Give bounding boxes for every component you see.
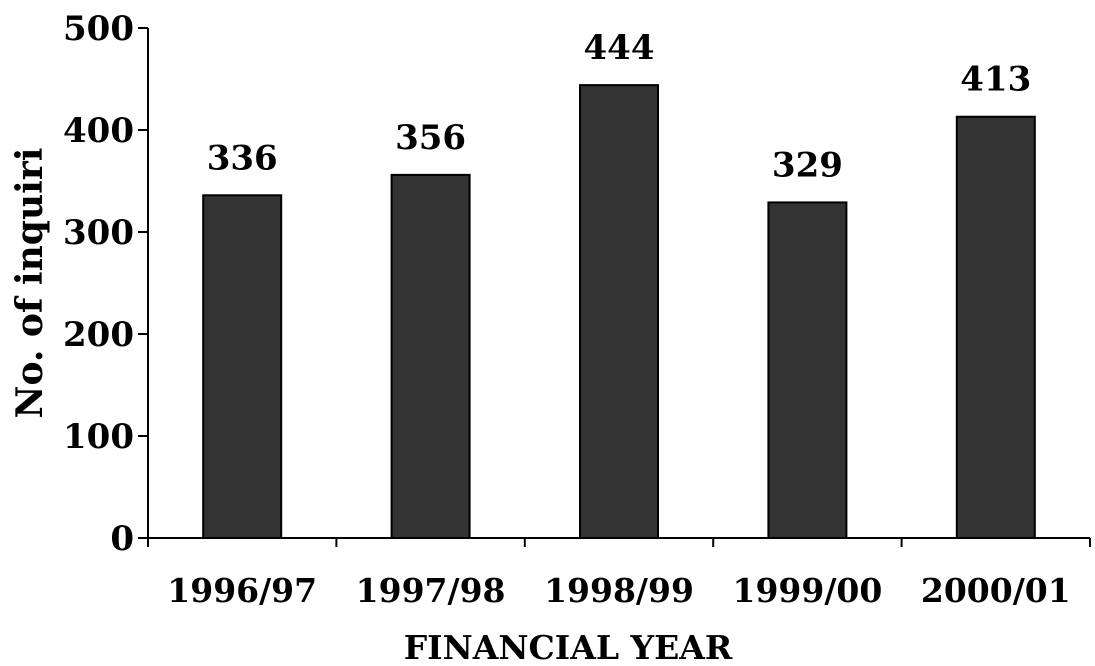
y-tick-label: 500 [63,9,134,49]
data-labels: 336 356 444 329 413 [207,28,1032,185]
data-label: 444 [584,28,655,68]
x-tick-label: 1999/00 [732,571,882,610]
bar [579,84,659,540]
x-tick-labels: 1996/97 1997/98 1998/99 1999/00 2000/01 [167,571,1070,610]
data-label: 329 [772,145,843,185]
data-label: 356 [395,118,466,158]
bars [202,84,1036,540]
y-axis-title: No. of inquiri [9,148,51,419]
x-tick-label: 1996/97 [167,571,317,610]
y-tick-label: 100 [63,417,134,457]
bar [767,201,848,539]
y-axis-ticks [138,27,148,539]
x-axis-title: FINANCIAL YEAR [404,628,733,666]
bar [202,194,283,539]
y-tick-labels: 0 100 200 300 400 500 [63,9,134,559]
x-tick-label: 1998/99 [544,571,694,610]
y-tick-label: 200 [63,315,134,355]
data-label: 336 [207,138,278,178]
bar [955,115,1036,540]
x-tick-label: 1997/98 [356,571,506,610]
x-tick-label: 2000/01 [921,571,1071,610]
y-tick-label: 0 [110,519,134,559]
y-tick-label: 400 [63,111,134,151]
data-label: 413 [960,60,1031,100]
x-axis-ticks [147,538,1091,547]
y-tick-label: 300 [63,213,134,253]
bar [390,173,471,539]
